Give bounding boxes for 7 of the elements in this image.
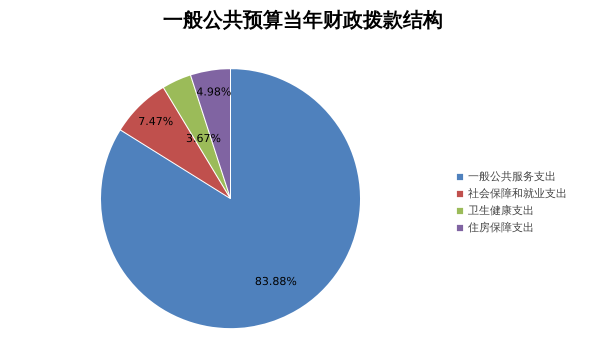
legend-label: 卫生健康支出 <box>468 203 534 218</box>
data-label: 7.47% <box>138 115 174 128</box>
legend-label: 社会保障和就业支出 <box>468 186 567 201</box>
legend-label: 一般公共服务支出 <box>468 169 556 184</box>
legend-label: 住房保障支出 <box>468 220 534 235</box>
data-label: 83.88% <box>254 275 297 288</box>
chart-title: 一般公共预算当年财政拨款结构 <box>163 8 443 32</box>
